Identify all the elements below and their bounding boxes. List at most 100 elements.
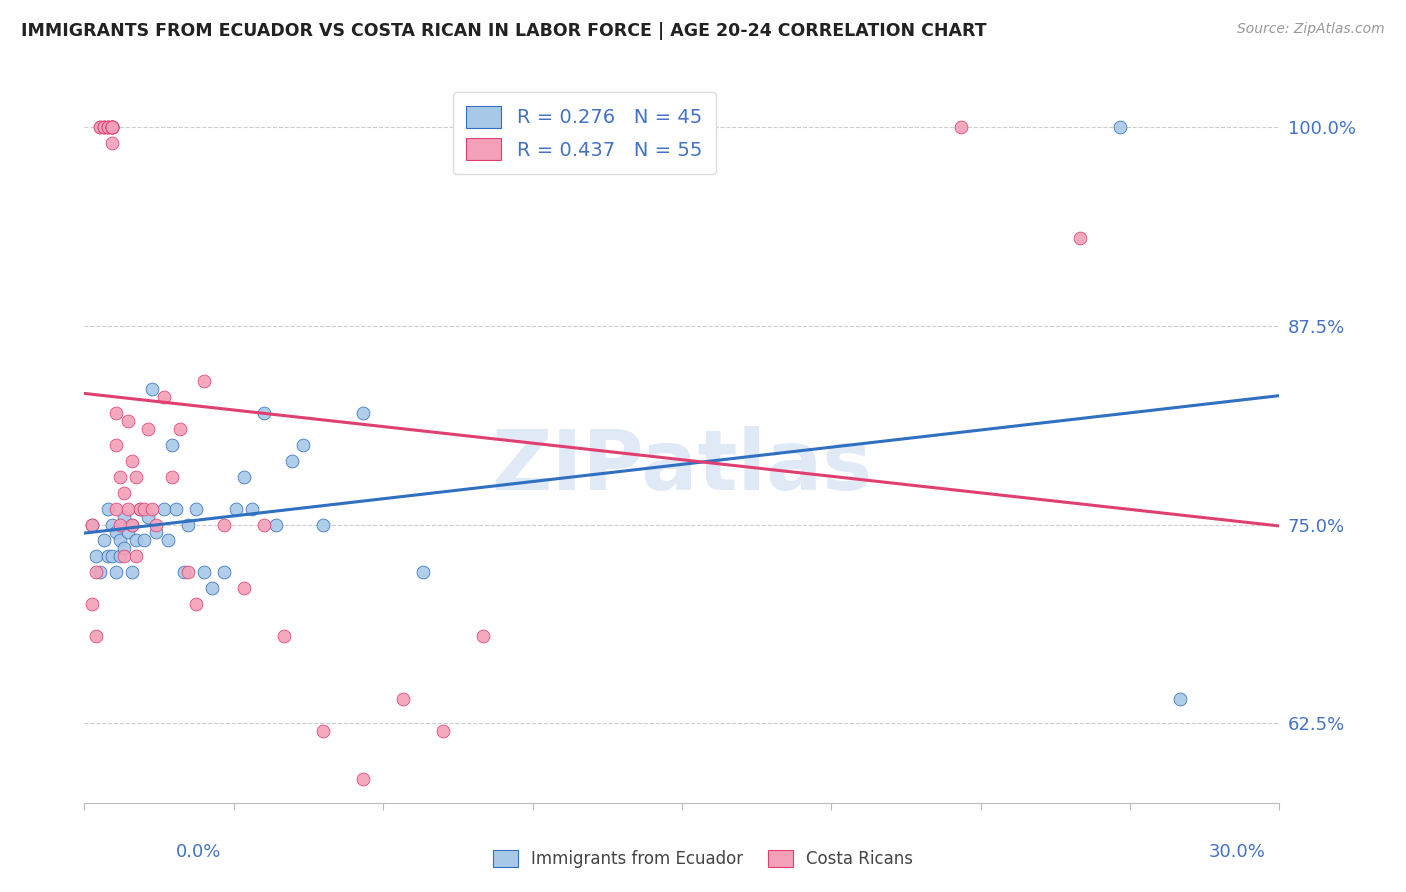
Point <box>253 517 276 532</box>
Point <box>101 517 124 532</box>
Point <box>110 517 132 532</box>
Point <box>160 438 183 452</box>
Point <box>141 383 163 397</box>
Point <box>121 517 143 532</box>
Point <box>273 629 295 643</box>
Point <box>117 501 139 516</box>
Point <box>132 533 156 548</box>
Point <box>82 517 104 532</box>
Point <box>157 533 180 548</box>
Legend: Immigrants from Ecuador, Costa Ricans: Immigrants from Ecuador, Costa Ricans <box>486 843 920 875</box>
Point <box>253 406 276 420</box>
Point <box>312 724 335 739</box>
Point <box>112 541 135 556</box>
Point <box>93 120 115 134</box>
Point <box>97 549 120 564</box>
Point <box>97 501 120 516</box>
Point <box>145 525 167 540</box>
Point <box>240 501 263 516</box>
Point <box>129 501 152 516</box>
Point <box>264 517 287 532</box>
Text: Source: ZipAtlas.com: Source: ZipAtlas.com <box>1237 22 1385 37</box>
Point <box>193 566 215 580</box>
Point <box>232 581 254 595</box>
Point <box>412 566 434 580</box>
Point <box>136 509 159 524</box>
Point <box>160 470 183 484</box>
Point <box>101 120 124 134</box>
Point <box>101 120 124 134</box>
Point <box>193 375 215 389</box>
Point <box>177 566 200 580</box>
Point <box>177 517 200 532</box>
Point <box>125 470 148 484</box>
Point <box>232 470 254 484</box>
Point <box>105 566 128 580</box>
Point <box>949 120 972 134</box>
Point <box>105 438 128 452</box>
Point <box>110 470 132 484</box>
Point <box>132 501 156 516</box>
Point <box>110 533 132 548</box>
Point <box>93 533 115 548</box>
Text: IMMIGRANTS FROM ECUADOR VS COSTA RICAN IN LABOR FORCE | AGE 20-24 CORRELATION CH: IMMIGRANTS FROM ECUADOR VS COSTA RICAN I… <box>21 22 987 40</box>
Point <box>112 549 135 564</box>
Point <box>86 566 108 580</box>
Point <box>173 566 195 580</box>
Text: 30.0%: 30.0% <box>1209 843 1265 861</box>
Point <box>312 517 335 532</box>
Point <box>101 120 124 134</box>
Point <box>89 120 111 134</box>
Point <box>153 501 176 516</box>
Point <box>86 629 108 643</box>
Point <box>101 120 124 134</box>
Point <box>101 120 124 134</box>
Point <box>101 120 124 134</box>
Point <box>89 120 111 134</box>
Point <box>110 549 132 564</box>
Point <box>136 422 159 436</box>
Point <box>169 422 191 436</box>
Point <box>101 549 124 564</box>
Point <box>105 406 128 420</box>
Point <box>112 509 135 524</box>
Point <box>86 549 108 564</box>
Point <box>352 772 374 786</box>
Point <box>82 517 104 532</box>
Point <box>101 120 124 134</box>
Point <box>145 517 167 532</box>
Legend: R = 0.276   N = 45, R = 0.437   N = 55: R = 0.276 N = 45, R = 0.437 N = 55 <box>453 92 716 174</box>
Point <box>1109 120 1132 134</box>
Point <box>125 533 148 548</box>
Point <box>1168 692 1191 706</box>
Point <box>97 120 120 134</box>
Point <box>117 525 139 540</box>
Point <box>292 438 315 452</box>
Point <box>1069 231 1091 245</box>
Text: 0.0%: 0.0% <box>176 843 221 861</box>
Point <box>125 549 148 564</box>
Point <box>165 501 187 516</box>
Point <box>184 597 207 611</box>
Point <box>432 724 454 739</box>
Point <box>105 525 128 540</box>
Point <box>121 454 143 468</box>
Point <box>97 120 120 134</box>
Point <box>112 485 135 500</box>
Point <box>184 501 207 516</box>
Point <box>101 136 124 150</box>
Point <box>280 454 302 468</box>
Point <box>212 566 235 580</box>
Point <box>97 120 120 134</box>
Point <box>153 390 176 404</box>
Point <box>105 501 128 516</box>
Point <box>82 597 104 611</box>
Point <box>117 414 139 428</box>
Text: ZIPatlas: ZIPatlas <box>492 425 872 507</box>
Point <box>201 581 224 595</box>
Point <box>121 566 143 580</box>
Point <box>93 120 115 134</box>
Point <box>392 692 415 706</box>
Point <box>141 501 163 516</box>
Point <box>212 517 235 532</box>
